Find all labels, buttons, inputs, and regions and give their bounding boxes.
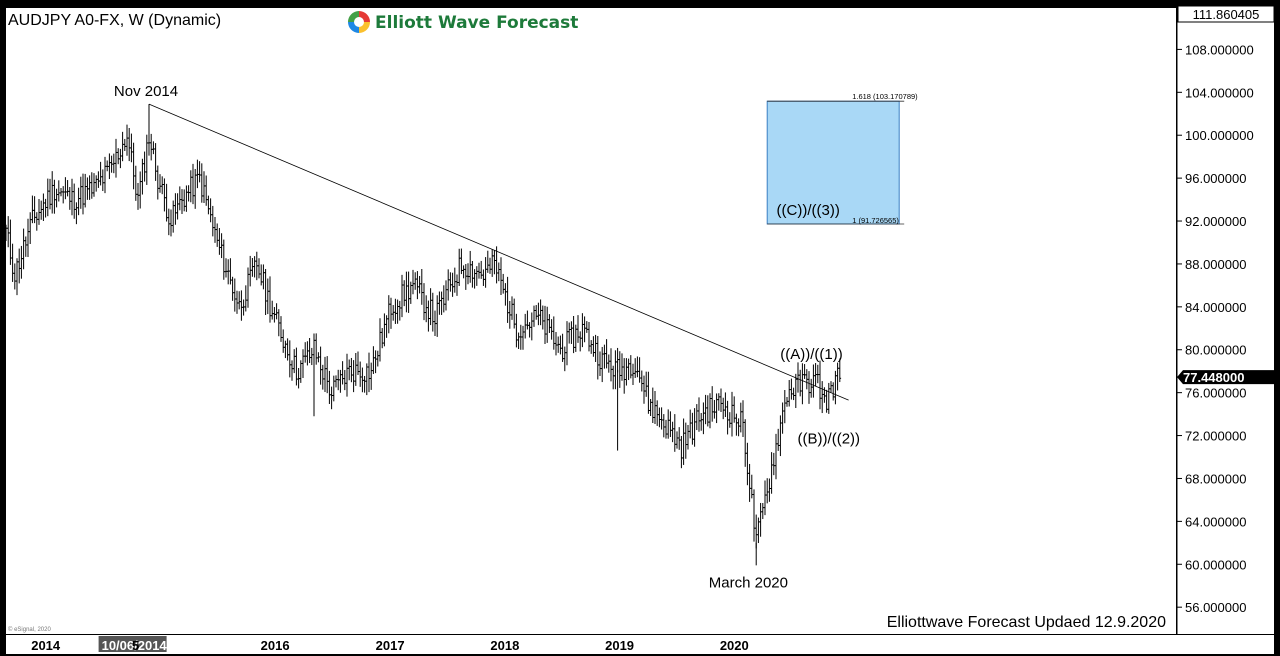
fib-label-1618: 1.618 (103.170789) — [852, 92, 918, 101]
footer-note: Elliottwave Forecast Updaed 12.9.2020 — [887, 614, 1166, 631]
plot-area[interactable] — [6, 8, 1176, 634]
brand-name: Elliott Wave Forecast — [375, 13, 578, 33]
logo-swirl-yellow-icon — [359, 22, 370, 33]
spike-bars — [313, 349, 757, 566]
elliott-wave-forecast-logo — [348, 11, 370, 33]
price-bar — [838, 358, 842, 383]
price-tick-label: 84.000000 — [1185, 300, 1246, 315]
target-box-label: ((C))/((3)) — [777, 202, 840, 219]
top-price-label: 111.860405 — [1193, 7, 1260, 22]
current-price-tag — [1177, 370, 1276, 385]
price-tick-label: 56.000000 — [1185, 600, 1246, 615]
copyright-note: © eSignal, 2020 — [8, 626, 51, 633]
annotation-wave-b-2: ((B))/((2)) — [798, 431, 860, 448]
time-axis-label: 5 — [132, 638, 139, 653]
time-axis-label: 10/06/2014 — [102, 638, 168, 653]
price-tick-label: 72.000000 — [1185, 429, 1246, 444]
time-axis-label: 2017 — [376, 638, 405, 653]
time-axis[interactable] — [6, 635, 1274, 654]
current-price-label: 77.448000 — [1183, 370, 1244, 385]
fib-label-1: 1 (91.726565) — [852, 216, 899, 225]
logo-swirl-blue-icon — [348, 22, 359, 33]
price-tick-label: 76.000000 — [1185, 386, 1246, 401]
time-axis-label: 2018 — [490, 638, 519, 653]
price-tick-label: 64.000000 — [1185, 514, 1246, 529]
price-tick-label: 80.000000 — [1185, 343, 1246, 358]
price-axis[interactable] — [1177, 8, 1274, 634]
price-tick-label: 104.000000 — [1185, 85, 1254, 100]
time-axis-label: 2016 — [261, 638, 290, 653]
time-axis-label: 2014 — [31, 638, 61, 653]
top-price-tag — [1177, 5, 1275, 23]
logo-swirl-green-icon — [348, 11, 359, 22]
descending-trendline[interactable] — [148, 103, 849, 401]
annotation-march-2020: March 2020 — [709, 574, 788, 591]
time-cursor-highlight — [98, 636, 167, 652]
logo-swirl-red-icon — [359, 11, 370, 22]
price-tick-label: 68.000000 — [1185, 471, 1246, 486]
price-axis-ticks: 56.000000 60.000000 64.000000 68.000000 72.0… — [1177, 42, 1254, 615]
annotation-wave-a-1: ((A))/((1)) — [780, 346, 842, 363]
price-tick-label: 92.000000 — [1185, 214, 1246, 229]
annotation-nov-2014: Nov 2014 — [114, 83, 178, 100]
target-box[interactable] — [766, 100, 900, 225]
price-tick-label: 100.000000 — [1185, 128, 1254, 143]
price-tick-label: 108.000000 — [1185, 42, 1254, 57]
price-tick-label: 96.000000 — [1185, 171, 1246, 186]
instrument-title: AUDJPY A0-FX, W (Dynamic) — [8, 12, 221, 29]
price-tick-label: 88.000000 — [1185, 257, 1246, 272]
price-tick-label: 60.000000 — [1185, 557, 1246, 572]
time-axis-label: 2020 — [720, 638, 749, 653]
time-axis-label: 2019 — [605, 638, 634, 653]
price-bars — [4, 104, 842, 549]
